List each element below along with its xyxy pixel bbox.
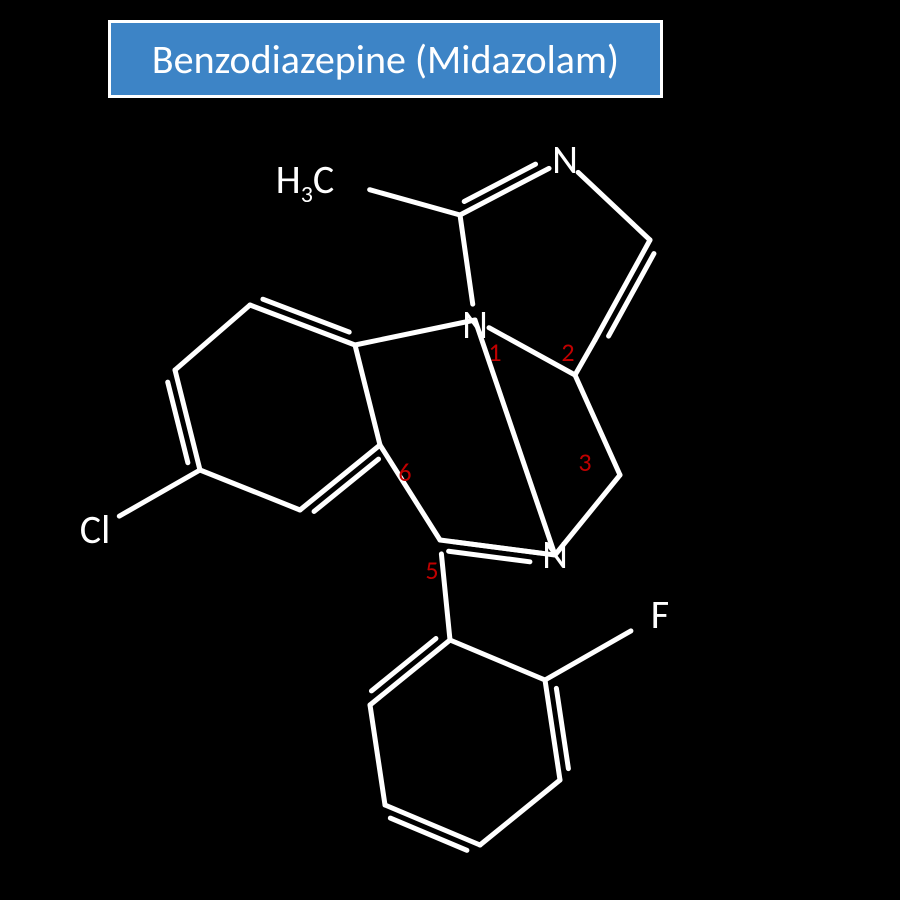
position-number: 1 xyxy=(488,339,501,365)
atom-label-me: H3C xyxy=(276,160,334,200)
atom-label-imN: N xyxy=(552,140,578,180)
molecule-diagram xyxy=(0,0,900,900)
position-number: 2 xyxy=(561,339,574,365)
atom-label-cl: Cl xyxy=(80,510,111,550)
position-number: 3 xyxy=(578,449,591,475)
position-number: 5 xyxy=(425,557,438,583)
atom-label-d7N: N xyxy=(462,305,488,345)
position-number: 6 xyxy=(398,459,411,485)
atom-label-fl: F xyxy=(651,595,669,635)
atom-label-d4N: N xyxy=(542,535,568,575)
